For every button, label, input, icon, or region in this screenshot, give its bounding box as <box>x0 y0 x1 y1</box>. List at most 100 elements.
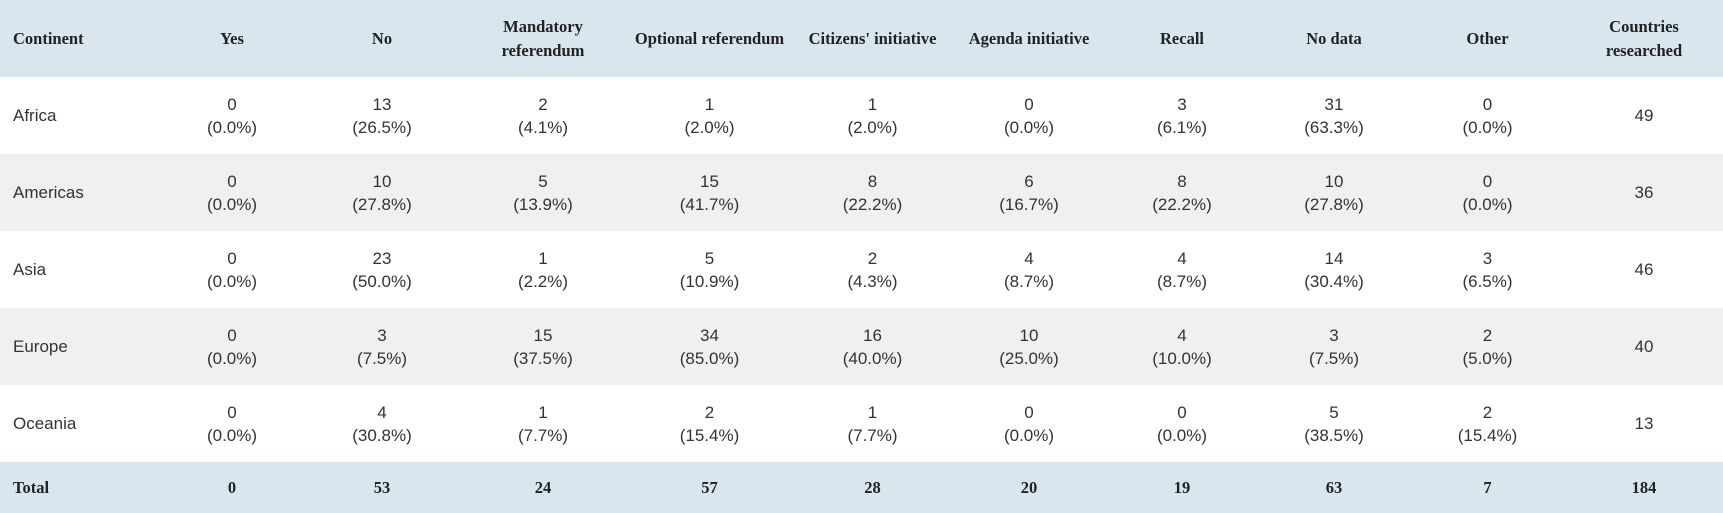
total-value: 20 <box>1020 477 1038 497</box>
count: 10 <box>1324 171 1344 191</box>
total-value: 63 <box>1325 477 1343 497</box>
count: 34 <box>700 325 719 345</box>
count-cell: 0 (0.0%) <box>160 231 304 308</box>
count-cell: 4 (8.7%) <box>1106 231 1258 308</box>
count-cell: 4 (8.7%) <box>952 231 1106 308</box>
count: 4 <box>1024 248 1034 268</box>
continent-name: Oceania <box>13 414 77 433</box>
data-row: Asia 0 (0.0%) 23 (50.0%) 1 (2.2%) 5 (10.9%) 2 (4.3… <box>0 231 1723 308</box>
count-cell: 3 (6.5%) <box>1410 231 1565 308</box>
percent: (15.4%) <box>679 425 740 445</box>
percent: (30.4%) <box>1304 271 1364 291</box>
count-cell: 23 (50.0%) <box>304 231 460 308</box>
count-cell: 0 (0.0%) <box>160 77 304 154</box>
column-header: Recall <box>1160 28 1204 48</box>
table-body: Africa 0 (0.0%) 13 (26.5%) 2 (4.1%) 1 (2.0%) 1 (2.… <box>0 77 1723 462</box>
count: 15 <box>533 325 553 345</box>
count: 0 <box>1024 94 1034 114</box>
count-cell: 6 (16.7%) <box>952 154 1106 231</box>
count: 15 <box>700 171 719 191</box>
percent: (8.7%) <box>1156 271 1208 291</box>
column-header: Agenda initiative <box>968 28 1090 48</box>
percent: (5.0%) <box>1462 348 1513 368</box>
column-header: Continent <box>13 28 84 48</box>
count-cell: 1 (7.7%) <box>460 385 626 462</box>
percent: (10.9%) <box>679 271 740 291</box>
count: 3 <box>1177 94 1187 114</box>
count: 0 <box>227 248 237 268</box>
count: 5 <box>704 248 715 268</box>
count: 0 <box>227 402 237 422</box>
percent: (13.9%) <box>513 194 573 214</box>
count: 5 <box>538 171 548 191</box>
total-value: 19 <box>1173 477 1191 497</box>
percent: (0.0%) <box>1462 117 1513 137</box>
total-value: 0 <box>227 477 237 497</box>
count: 3 <box>1482 248 1493 268</box>
percent: (6.1%) <box>1156 117 1208 137</box>
countries-researched: 40 <box>1634 337 1654 356</box>
count: 8 <box>867 171 878 191</box>
percent: (22.2%) <box>1152 194 1212 214</box>
count: 10 <box>372 171 392 191</box>
table-footer: Total 0 53 24 57 28 20 19 63 7 184 <box>0 462 1723 513</box>
percent: (37.5%) <box>513 348 573 368</box>
count: 6 <box>1024 171 1034 191</box>
count-cell: 3 (6.1%) <box>1106 77 1258 154</box>
count-cell: 2 (5.0%) <box>1410 308 1565 385</box>
count: 2 <box>704 402 715 422</box>
count-cell: 2 (15.4%) <box>1410 385 1565 462</box>
count-cell: 10 (25.0%) <box>952 308 1106 385</box>
countries-researched: 49 <box>1634 106 1654 125</box>
count-cell: 5 (13.9%) <box>460 154 626 231</box>
count: 0 <box>1482 171 1493 191</box>
column-header: Yes <box>220 28 244 48</box>
count-cell: 16 (40.0%) <box>793 308 952 385</box>
count-cell: 0 (0.0%) <box>952 385 1106 462</box>
percent: (40.0%) <box>842 348 903 368</box>
count: 8 <box>1177 171 1187 191</box>
count: 16 <box>863 325 882 345</box>
table-header: Continent Yes No Mandatory referendum Option… <box>0 0 1723 77</box>
count-cell: 5 (10.9%) <box>626 231 793 308</box>
data-row: Africa 0 (0.0%) 13 (26.5%) 2 (4.1%) 1 (2.0%) 1 (2.… <box>0 77 1723 154</box>
count-cell: 4 (30.8%) <box>304 385 460 462</box>
count: 4 <box>377 402 387 422</box>
count-cell: 3 (7.5%) <box>304 308 460 385</box>
percent: (50.0%) <box>352 271 412 291</box>
count-cell: 15 (37.5%) <box>460 308 626 385</box>
count: 10 <box>1019 325 1039 345</box>
count-cell: 0 (0.0%) <box>1410 154 1565 231</box>
percent: (27.8%) <box>352 194 412 214</box>
percent: (6.5%) <box>1462 271 1513 291</box>
count-cell: 2 (15.4%) <box>626 385 793 462</box>
count-cell: 1 (2.2%) <box>460 231 626 308</box>
count: 0 <box>227 325 237 345</box>
count: 31 <box>1324 94 1344 114</box>
percent: (38.5%) <box>1304 425 1364 445</box>
count-cell: 5 (38.5%) <box>1258 385 1410 462</box>
percent: (7.7%) <box>517 425 569 445</box>
percent: (25.0%) <box>999 348 1059 368</box>
count: 3 <box>1329 325 1339 345</box>
percent: (2.2%) <box>517 271 569 291</box>
column-header: No data <box>1306 28 1362 48</box>
percent: (8.7%) <box>1003 271 1055 291</box>
countries-researched: 46 <box>1634 260 1654 279</box>
countries-researched: 36 <box>1634 183 1654 202</box>
percent: (7.5%) <box>1308 348 1360 368</box>
count: 1 <box>538 402 548 422</box>
count-cell: 1 (7.7%) <box>793 385 952 462</box>
total-row: Total 0 53 24 57 28 20 19 63 7 184 <box>0 462 1723 513</box>
percent: (4.1%) <box>517 117 569 137</box>
continent-name: Americas <box>13 183 84 202</box>
percent: (7.5%) <box>356 348 408 368</box>
percent: (2.0%) <box>684 117 735 137</box>
percent: (85.0%) <box>679 348 740 368</box>
count: 0 <box>1482 94 1493 114</box>
count: 0 <box>1177 402 1187 422</box>
count-cell: 13 (26.5%) <box>304 77 460 154</box>
header-row: Continent Yes No Mandatory referendum Option… <box>0 0 1723 77</box>
percent: (4.3%) <box>847 271 898 291</box>
